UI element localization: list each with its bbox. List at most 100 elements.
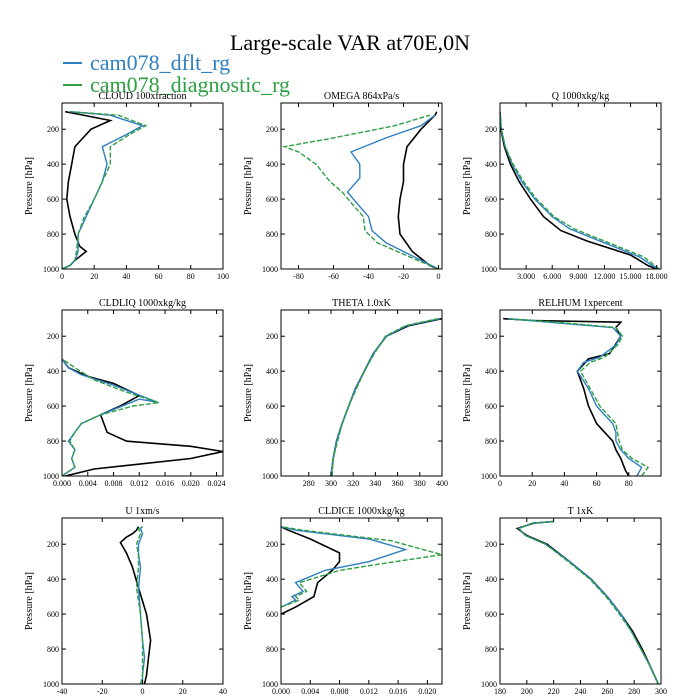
y-tick-label: 600 <box>485 610 497 619</box>
x-tick-label: 340 <box>369 479 381 488</box>
y-tick-label: 1000 <box>481 472 497 481</box>
plot-frame <box>499 102 662 270</box>
y-tick-label: 400 <box>47 575 59 584</box>
y-tick-label: 200 <box>485 540 497 549</box>
series-line-cam078-diagnostic-rg <box>281 114 439 269</box>
x-tick-label: 20 <box>90 272 98 281</box>
x-tick-label: 0.024 <box>208 479 226 488</box>
x-tick-label: -20 <box>97 687 108 696</box>
y-tick-label: 1000 <box>262 680 278 689</box>
x-tick-label: -80 <box>293 272 304 281</box>
y-axis-label: Pressure [hPa] <box>24 572 35 630</box>
x-tick-label: 3.000 <box>517 272 535 281</box>
series-line-cam078-dflt-rg <box>281 526 408 608</box>
panel-title: OMEGA 864xPa/s <box>324 91 399 102</box>
plot-frame <box>61 309 224 477</box>
x-tick-label: 300 <box>325 479 337 488</box>
y-tick-label: 200 <box>266 125 278 134</box>
y-tick-label: 800 <box>485 437 497 446</box>
y-axis-label: Pressure [hPa] <box>243 572 254 630</box>
y-axis-label: Pressure [hPa] <box>462 572 473 630</box>
y-tick-label: 200 <box>266 540 278 549</box>
y-tick-label: 400 <box>47 367 59 376</box>
y-tick-label: 1000 <box>43 680 59 689</box>
series-line-cam078-diagnostic-rg <box>62 358 159 476</box>
y-tick-label: 800 <box>47 437 59 446</box>
series-line-control <box>500 111 657 269</box>
y-tick-label: 800 <box>485 645 497 654</box>
panel-title: CLDICE 1000xkg/kg <box>318 506 404 517</box>
x-tick-label: 0.000 <box>53 479 71 488</box>
x-tick-label: 0.008 <box>331 687 349 696</box>
x-tick-label: 18.000 <box>646 272 668 281</box>
y-tick-label: 400 <box>266 160 278 169</box>
x-tick-label: 0 <box>141 687 145 696</box>
x-tick-label: 9.000 <box>569 272 587 281</box>
y-tick-label: 800 <box>47 230 59 239</box>
y-tick-label: 600 <box>485 195 497 204</box>
series-line-cam078-diagnostic-rg <box>331 318 438 476</box>
x-tick-label: -60 <box>328 272 339 281</box>
series-line-cam078-diagnostic-rg <box>281 526 442 608</box>
y-tick-label: 400 <box>485 160 497 169</box>
panel-title: U 1xm/s <box>125 506 159 517</box>
y-tick-label: 200 <box>266 332 278 341</box>
x-tick-label: 280 <box>628 687 640 696</box>
series-line-cam078-diagnostic-rg <box>508 318 650 476</box>
y-tick-label: 800 <box>266 230 278 239</box>
y-tick-label: 200 <box>47 540 59 549</box>
x-tick-label: 0.008 <box>105 479 123 488</box>
x-tick-label: 260 <box>601 687 613 696</box>
y-tick-label: 600 <box>485 402 497 411</box>
y-tick-label: 1000 <box>262 265 278 274</box>
plot-frame <box>280 517 443 685</box>
legend: cam078_dflt_rg cam078_diagnostic_rg <box>63 50 290 97</box>
y-tick-label: 1000 <box>481 680 497 689</box>
x-tick-label: 40 <box>560 479 568 488</box>
x-tick-label: 80 <box>625 479 633 488</box>
series-line-cam078-dflt-rg <box>508 318 643 476</box>
y-tick-label: 600 <box>266 610 278 619</box>
x-tick-label: 200 <box>521 687 533 696</box>
x-tick-label: 400 <box>436 479 448 488</box>
x-tick-label: 20 <box>528 479 536 488</box>
y-tick-label: 600 <box>47 195 59 204</box>
x-tick-label: 0 <box>437 272 441 281</box>
y-tick-label: 400 <box>485 575 497 584</box>
y-tick-label: 200 <box>47 125 59 134</box>
x-tick-label: 0.012 <box>130 479 148 488</box>
y-axis-label: Pressure [hPa] <box>24 157 35 215</box>
x-tick-label: 240 <box>575 687 587 696</box>
x-tick-label: -40 <box>57 687 68 696</box>
x-tick-label: 0.004 <box>301 687 319 696</box>
y-tick-label: 600 <box>266 402 278 411</box>
x-tick-label: 0.016 <box>156 479 174 488</box>
y-tick-label: 800 <box>485 230 497 239</box>
y-tick-label: 1000 <box>262 472 278 481</box>
x-tick-label: 100 <box>217 272 229 281</box>
panel-2: OMEGA 864xPa/s Pressure [hPa] 200 400 600 800… <box>243 91 443 281</box>
series-line-control <box>503 317 630 476</box>
y-tick-label: 400 <box>485 367 497 376</box>
y-axis-label: Pressure [hPa] <box>243 364 254 422</box>
plot-frame <box>499 517 662 685</box>
y-axis-label: Pressure [hPa] <box>24 364 35 422</box>
x-tick-label: 180 <box>494 687 506 696</box>
legend-label-dflt: cam078_dflt_rg <box>90 50 230 75</box>
series-line-cam078-dflt-rg <box>330 318 440 476</box>
x-tick-label: 60 <box>593 479 601 488</box>
x-tick-label: 0 <box>60 272 64 281</box>
x-tick-label: 380 <box>414 479 426 488</box>
series-line-control <box>397 111 439 269</box>
x-tick-label: 300 <box>655 687 667 696</box>
x-tick-label: 12.000 <box>593 272 615 281</box>
x-tick-label: -40 <box>363 272 374 281</box>
x-tick-label: 20 <box>179 687 187 696</box>
x-tick-label: 0.020 <box>182 479 200 488</box>
x-tick-label: 0.012 <box>360 687 378 696</box>
